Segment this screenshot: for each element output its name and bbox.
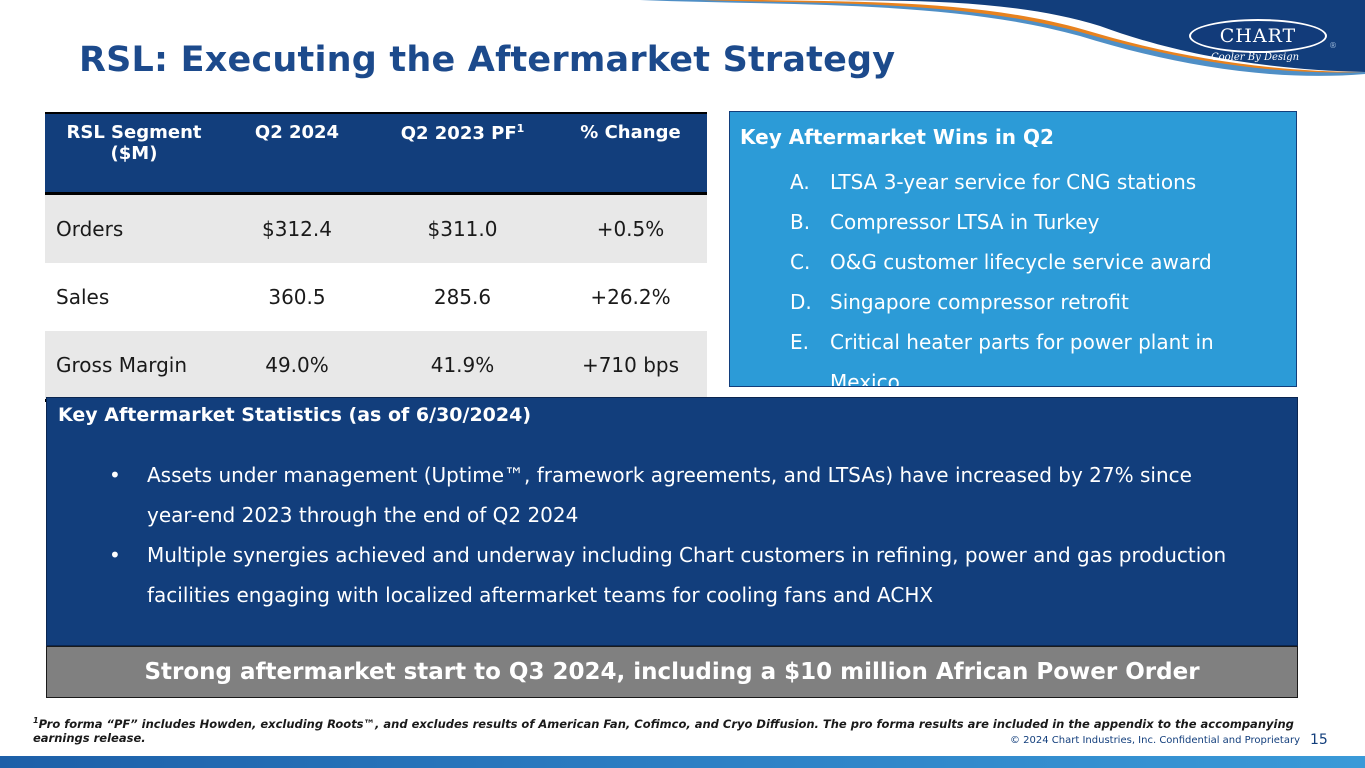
row-label: Gross Margin [45, 331, 223, 402]
list-text: Assets under management (Uptime™, framew… [147, 463, 1192, 527]
list-text: Critical heater parts for power plant in… [830, 330, 1214, 387]
list-item: A. LTSA 3-year service for CNG stations [790, 162, 1260, 202]
footnote: 1Pro forma “PF” includes Howden, excludi… [33, 714, 1323, 745]
list-letter: D. [790, 290, 812, 314]
q3-banner: Strong aftermarket start to Q3 2024, inc… [46, 646, 1298, 698]
footer-bar [0, 756, 1365, 768]
table-row-orders: Orders $312.4 $311.0 +0.5% [45, 193, 707, 263]
list-text: LTSA 3-year service for CNG stations [830, 170, 1197, 194]
bullet-icon: • [109, 543, 121, 567]
cell-q2-2023: $311.0 [371, 193, 554, 263]
copyright: © 2024 Chart Industries, Inc. Confidenti… [1010, 735, 1301, 746]
header-q2-2023-pf-label: Q2 2023 PF [400, 123, 517, 144]
aftermarket-statistics-box: Key Aftermarket Statistics (as of 6/30/2… [46, 397, 1298, 646]
footnote-sup: 1 [33, 716, 39, 725]
bullet-icon: • [109, 463, 121, 487]
list-item: D. Singapore compressor retrofit [790, 282, 1260, 322]
logo-text: CHART [1219, 25, 1297, 47]
cell-q2-2024: 49.0% [223, 331, 371, 402]
cell-q2-2024: 360.5 [268, 285, 326, 309]
page-number: 15 [1310, 732, 1328, 748]
stats-list: • Assets under management (Uptime™, frame… [107, 455, 1247, 615]
row-label: Sales [56, 285, 110, 309]
list-text: Multiple synergies achieved and underway… [147, 543, 1227, 607]
cell-change: +0.5% [554, 193, 707, 263]
row-label: Orders [45, 193, 223, 263]
header-change: % Change [554, 112, 707, 195]
footnote-text: Pro forma “PF” includes Howden, excludin… [33, 716, 1294, 745]
cell-change: +710 bps [554, 331, 707, 402]
logo-tagline: Cooler By Design [1211, 52, 1300, 63]
table-row-sales: Sales 360.5 285.6 +26.2% [45, 263, 707, 331]
list-item: • Multiple synergies achieved and underwa… [107, 535, 1247, 615]
chart-logo: CHART ® Cooler By Design [1185, 17, 1343, 69]
wins-list: A. LTSA 3-year service for CNG stations B… [790, 162, 1260, 387]
header-swoosh [640, 0, 1365, 76]
cell-q2-2023: 41.9% [371, 331, 554, 402]
list-text: Compressor LTSA in Turkey [830, 210, 1100, 234]
aftermarket-wins-box: Key Aftermarket Wins in Q2 A. LTSA 3-year… [729, 111, 1297, 387]
list-item: • Assets under management (Uptime™, frame… [107, 455, 1247, 535]
header-segment: RSL Segment ($M) [45, 112, 223, 195]
cell-q2-2024: $312.4 [223, 193, 371, 263]
list-text: Singapore compressor retrofit [830, 290, 1129, 314]
logo-oval: CHART [1189, 19, 1327, 53]
list-letter: B. [790, 210, 811, 234]
list-text: O&G customer lifecycle service award [830, 250, 1212, 274]
header-q2-2024: Q2 2024 [223, 112, 371, 195]
cell-change: +26.2% [590, 285, 671, 309]
list-letter: C. [790, 250, 811, 274]
list-letter: A. [790, 170, 810, 194]
list-letter: E. [790, 330, 809, 354]
header-q2-2023-pf: Q2 2023 PF1 [371, 112, 554, 195]
cell-q2-2023: 285.6 [433, 285, 492, 309]
list-item: E. Critical heater parts for power plant … [790, 322, 1260, 387]
table-row-gross-margin: Gross Margin 49.0% 41.9% +710 bps [45, 331, 707, 402]
stats-title: Key Aftermarket Statistics (as of 6/30/2… [58, 404, 532, 426]
list-item: B. Compressor LTSA in Turkey [790, 202, 1260, 242]
page-title: RSL: Executing the Aftermarket Strategy [79, 40, 896, 80]
wins-title: Key Aftermarket Wins in Q2 [740, 125, 1054, 149]
rsl-segment-table: RSL Segment ($M) Q2 2024 Q2 2023 PF1 % C… [45, 112, 707, 402]
list-item: C. O&G customer lifecycle service award [790, 242, 1260, 282]
footnote-marker: 1 [516, 122, 525, 135]
table-header-row: RSL Segment ($M) Q2 2024 Q2 2023 PF1 % C… [45, 112, 707, 195]
registered-mark: ® [1329, 41, 1337, 50]
